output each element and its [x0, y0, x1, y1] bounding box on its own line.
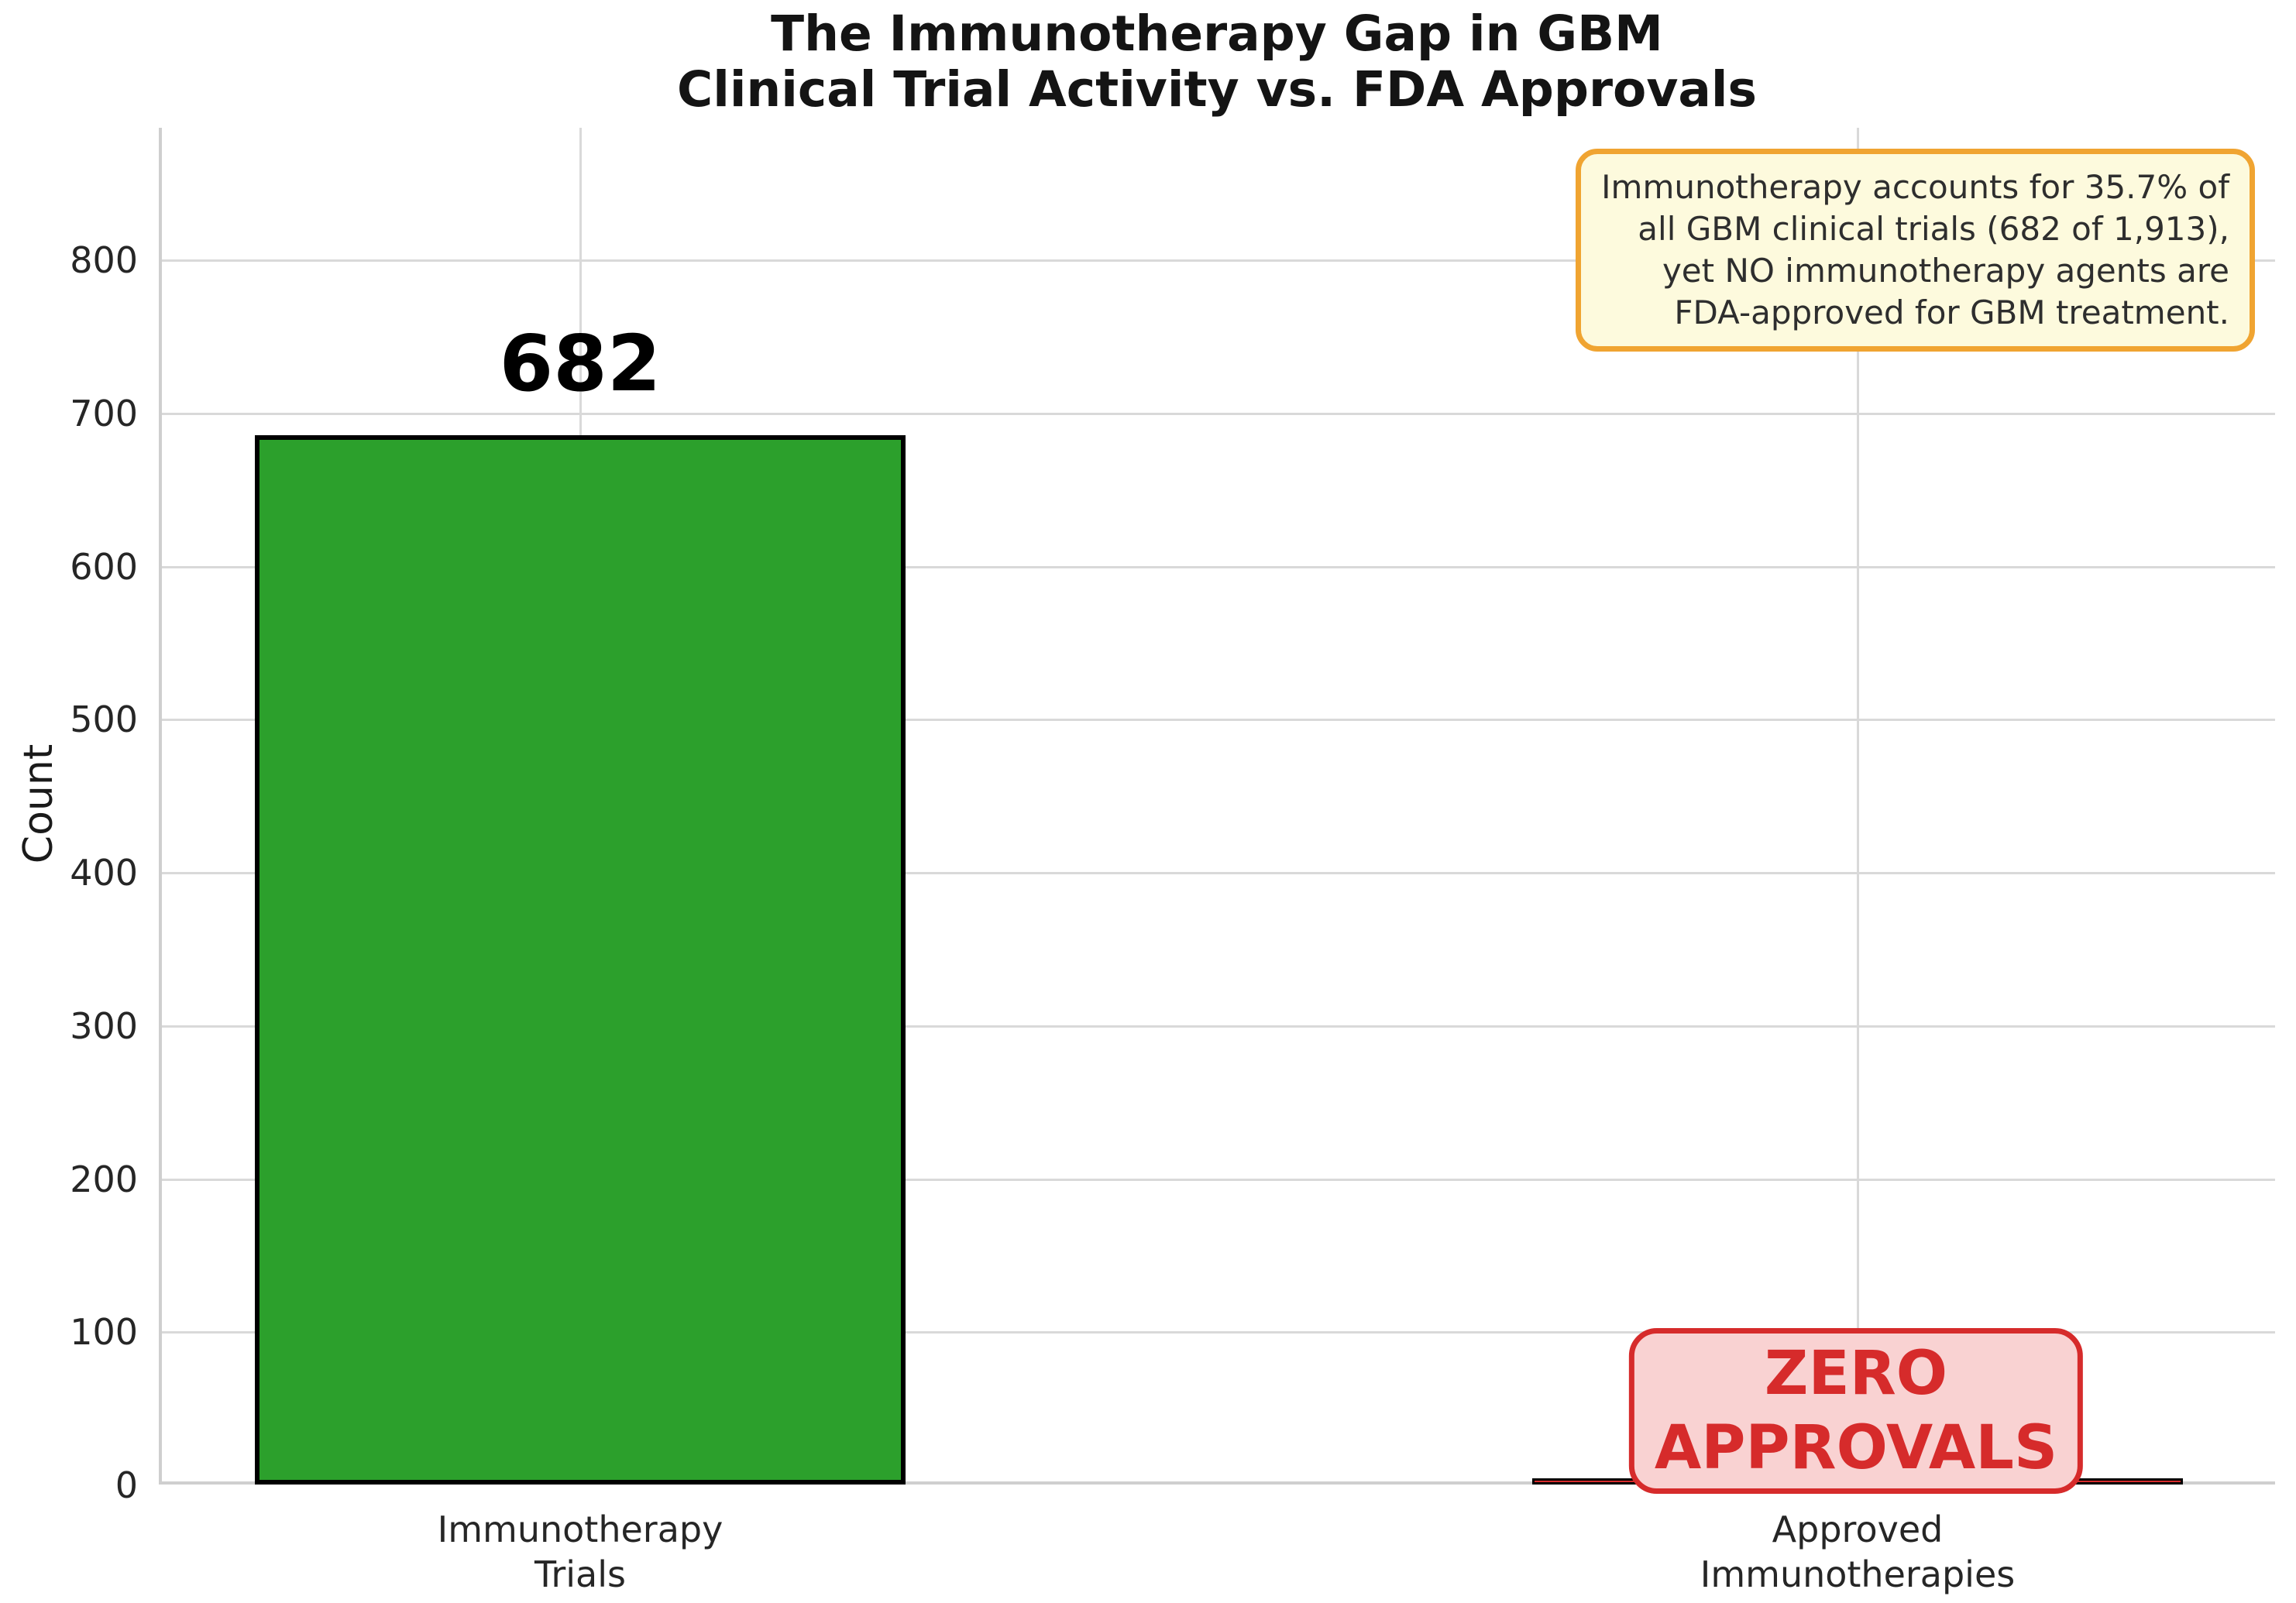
y-tick-label-200: 200: [70, 1158, 138, 1200]
bar-value-label: 682: [499, 318, 662, 409]
zero-approvals-badge: ZERO APPROVALS: [1628, 1328, 2084, 1494]
gridline-y-700: [159, 413, 2275, 415]
y-tick-label-0: 0: [115, 1464, 138, 1506]
x-tick-label-immunotherapy-trials: Immunotherapy Trials: [437, 1509, 724, 1595]
gridline-x-1: [1857, 128, 1859, 1485]
annotation-callout: Immunotherapy accounts for 35.7% of all …: [1576, 149, 2255, 352]
y-axis-label: Count: [15, 743, 62, 864]
chart-title: The Immunotherapy Gap in GBM Clinical Tr…: [676, 5, 1758, 118]
bar-immunotherapy-trials: [255, 435, 906, 1485]
y-tick-label-500: 500: [70, 699, 138, 740]
x-tick-label-approved-immunotherapies: Approved Immunotherapies: [1700, 1509, 2016, 1595]
plot-area: [159, 128, 2275, 1485]
y-tick-label-700: 700: [70, 393, 138, 434]
gridline-y-800: [159, 259, 2275, 262]
y-axis-spine: [159, 128, 162, 1485]
y-tick-label-400: 400: [70, 852, 138, 894]
y-tick-label-100: 100: [70, 1311, 138, 1353]
gridline-y-300: [159, 1025, 2275, 1028]
y-tick-label-800: 800: [70, 239, 138, 281]
gridline-y-500: [159, 719, 2275, 721]
gridline-y-100: [159, 1331, 2275, 1334]
x-axis-spine: [159, 1481, 2275, 1485]
gridline-y-600: [159, 566, 2275, 568]
y-tick-label-600: 600: [70, 546, 138, 588]
gridline-y-400: [159, 872, 2275, 874]
gridline-y-200: [159, 1179, 2275, 1181]
y-tick-label-300: 300: [70, 1005, 138, 1047]
